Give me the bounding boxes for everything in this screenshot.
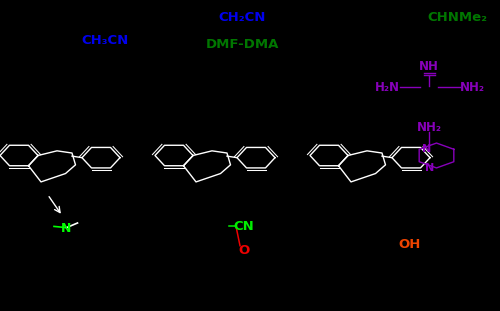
Text: O: O bbox=[238, 244, 250, 257]
Text: NH₂: NH₂ bbox=[460, 81, 485, 94]
Text: N: N bbox=[422, 144, 431, 154]
Text: CH₃CN: CH₃CN bbox=[82, 34, 128, 47]
Text: NH₂: NH₂ bbox=[416, 121, 442, 134]
Text: OH: OH bbox=[399, 238, 421, 251]
Text: CN: CN bbox=[234, 220, 254, 233]
Text: NH: NH bbox=[419, 60, 439, 73]
Text: N: N bbox=[62, 222, 72, 235]
Text: DMF-DMA: DMF-DMA bbox=[206, 38, 279, 51]
Text: H₂N: H₂N bbox=[375, 81, 400, 94]
Text: CH₂CN: CH₂CN bbox=[219, 11, 266, 24]
Text: CHNMe₂: CHNMe₂ bbox=[428, 11, 488, 24]
Text: N: N bbox=[425, 163, 434, 173]
